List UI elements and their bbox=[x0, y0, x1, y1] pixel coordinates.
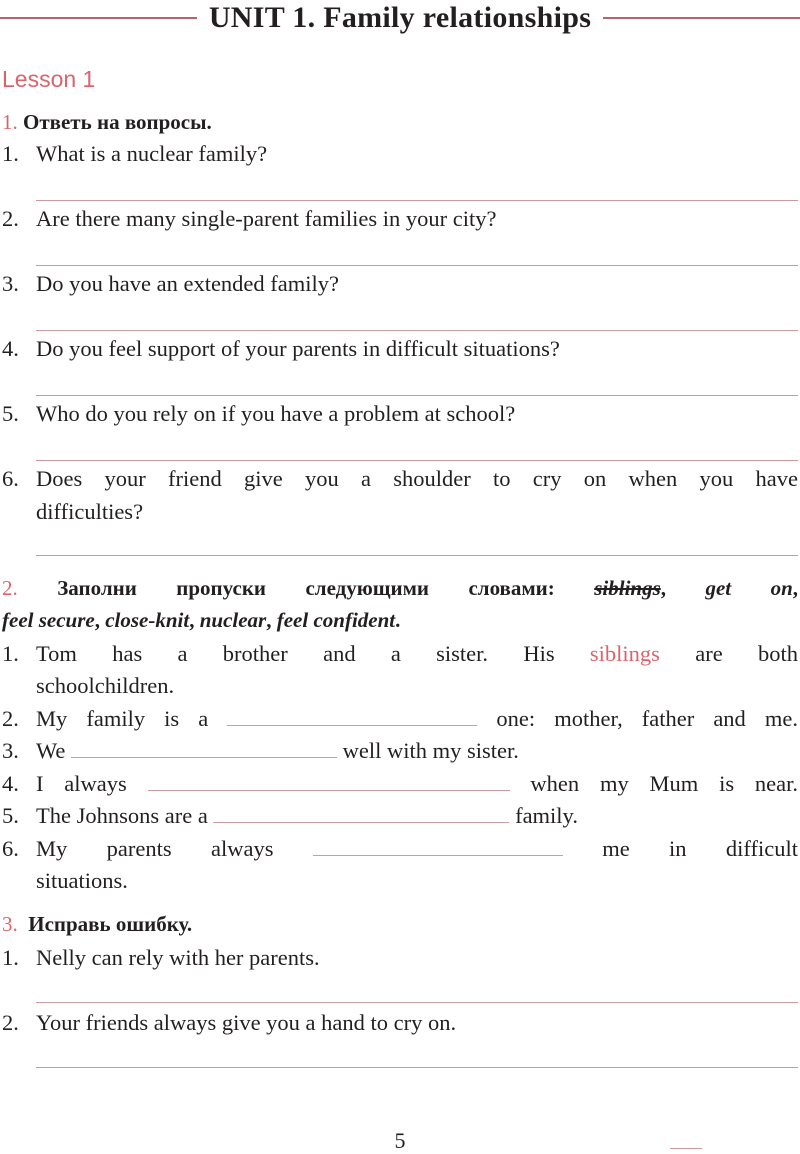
page-number: 5 bbox=[394, 1128, 406, 1153]
blank-field[interactable] bbox=[71, 735, 338, 758]
item-number: 2. bbox=[2, 706, 19, 731]
item-text: The Johnsons are a bbox=[36, 803, 208, 828]
item-text: family. bbox=[515, 803, 578, 828]
answer-line[interactable] bbox=[36, 460, 798, 461]
correction-item: 2. Your friends always give you a hand to… bbox=[2, 1007, 798, 1040]
gap-item: 6. My parents always me in difficult bbox=[2, 833, 798, 866]
answer-line[interactable] bbox=[36, 555, 798, 556]
answer-line[interactable] bbox=[36, 265, 798, 266]
item-number: 1. bbox=[2, 641, 19, 666]
word-bank-item: siblings bbox=[594, 576, 661, 600]
question-item: 3. Do you have an extended family? bbox=[2, 268, 798, 301]
question-text: Does your friend give you a shoulder to … bbox=[36, 466, 798, 491]
title-rule-right bbox=[603, 17, 800, 19]
item-text: schoolchildren. bbox=[36, 673, 175, 698]
exercise-1-heading: 1. Ответь на вопросы. bbox=[2, 110, 212, 135]
item-text: are both bbox=[695, 641, 799, 666]
exercise-3-heading: 3. Исправь ошибку. bbox=[2, 912, 192, 937]
item-number: 1. bbox=[2, 141, 19, 166]
item-number: 4. bbox=[2, 336, 19, 361]
item-number: 5. bbox=[2, 803, 19, 828]
question-text: Do you have an extended family? bbox=[36, 271, 340, 296]
exercise-instruction: Исправь ошибку. bbox=[28, 912, 193, 936]
question-text: Who do you rely on if you have a problem… bbox=[36, 401, 516, 426]
answer-line[interactable] bbox=[36, 1067, 798, 1068]
question-text: What is a nuclear family? bbox=[36, 141, 268, 166]
item-number: 5. bbox=[2, 401, 19, 426]
exercise-instruction: Ответь на вопросы. bbox=[23, 110, 212, 134]
question-item: 5. Who do you rely on if you have a probl… bbox=[2, 398, 798, 431]
unit-header: UNIT 1. Family relationships bbox=[0, 0, 800, 36]
item-text: Nelly can rely with her parents. bbox=[36, 945, 320, 970]
sample-answer: siblings bbox=[589, 641, 660, 666]
question-item: 1. What is a nuclear family? bbox=[2, 138, 798, 171]
item-number: 3. bbox=[2, 271, 19, 296]
item-number: 4. bbox=[2, 771, 19, 796]
item-number: 2. bbox=[2, 1010, 19, 1035]
question-item: 2. Are there many single-parent families … bbox=[2, 203, 798, 236]
word-bank-item: get on bbox=[705, 576, 793, 600]
gap-item: 5. The Johnsons are a family. bbox=[2, 800, 798, 833]
item-text: I always bbox=[36, 771, 127, 796]
question-item: 6. Does your friend give you a shoulder t… bbox=[2, 463, 798, 496]
footer-mark bbox=[670, 1148, 702, 1149]
item-text: Your friends always give you a hand to c… bbox=[36, 1010, 457, 1035]
question-text: Do you feel support of your parents in d… bbox=[36, 336, 560, 361]
answer-line[interactable] bbox=[36, 1002, 798, 1003]
question-text: Are there many single-parent families in… bbox=[36, 206, 497, 231]
item-number: 2. bbox=[2, 206, 19, 231]
word-bank-item: feel confident bbox=[276, 608, 396, 632]
gap-item: 2. My family is a one: mother, father and… bbox=[2, 703, 798, 736]
correction-item: 1. Nelly can rely with her parents. bbox=[2, 942, 798, 975]
blank-field[interactable] bbox=[312, 833, 563, 856]
blank-field[interactable] bbox=[227, 703, 478, 726]
exercise-number: 2. bbox=[2, 576, 18, 600]
item-text: My parents always bbox=[36, 836, 274, 861]
exercise-2-heading: 2. Заполни пропуски следующими словами: … bbox=[2, 576, 799, 600]
question-item-continued: difficulties? bbox=[2, 496, 798, 529]
item-text: when my Mum is near. bbox=[530, 771, 798, 796]
item-text: situations. bbox=[36, 868, 128, 893]
word-bank-item: feel secure bbox=[2, 608, 95, 632]
answer-line[interactable] bbox=[36, 395, 798, 396]
word-bank-item: nuclear bbox=[199, 608, 267, 632]
gap-item: 4. I always when my Mum is near. bbox=[2, 768, 798, 801]
gap-item: 3. We well with my sister. bbox=[2, 735, 798, 768]
gap-item: 1. Tom has a brother and a sister. His si… bbox=[2, 638, 798, 671]
item-number: 3. bbox=[2, 738, 19, 763]
item-text: We bbox=[36, 738, 66, 763]
blank-field[interactable] bbox=[147, 768, 510, 791]
exercise-instruction: Заполни пропуски следующими словами: bbox=[57, 576, 555, 600]
answer-line[interactable] bbox=[36, 330, 798, 331]
item-text: one: mother, father and me. bbox=[496, 706, 799, 731]
item-text: My family is a bbox=[36, 706, 209, 731]
blank-field[interactable] bbox=[213, 800, 510, 823]
exercise-number: 3. bbox=[2, 912, 18, 936]
title-rule-left bbox=[0, 17, 197, 19]
lesson-heading: Lesson 1 bbox=[2, 66, 96, 92]
answer-line[interactable] bbox=[36, 200, 798, 201]
question-text: difficulties? bbox=[36, 499, 144, 524]
question-item: 4. Do you feel support of your parents in… bbox=[2, 333, 798, 366]
word-bank-item: close-knit bbox=[105, 608, 190, 632]
item-number: 6. bbox=[2, 466, 19, 491]
unit-title: UNIT 1. Family relationships bbox=[208, 1, 592, 34]
gap-item-continued: situations. bbox=[2, 865, 798, 898]
item-text: well with my sister. bbox=[342, 738, 519, 763]
item-number: 6. bbox=[2, 836, 19, 861]
item-text: Tom has a brother and a sister. His bbox=[36, 641, 555, 666]
exercise-number: 1. bbox=[2, 110, 18, 134]
item-text: me in difficult bbox=[602, 836, 799, 861]
exercise-2-heading-continued: feel secure, close-knit, nuclear, feel c… bbox=[2, 608, 401, 632]
item-number: 1. bbox=[2, 945, 19, 970]
gap-item-continued: schoolchildren. bbox=[2, 670, 798, 703]
